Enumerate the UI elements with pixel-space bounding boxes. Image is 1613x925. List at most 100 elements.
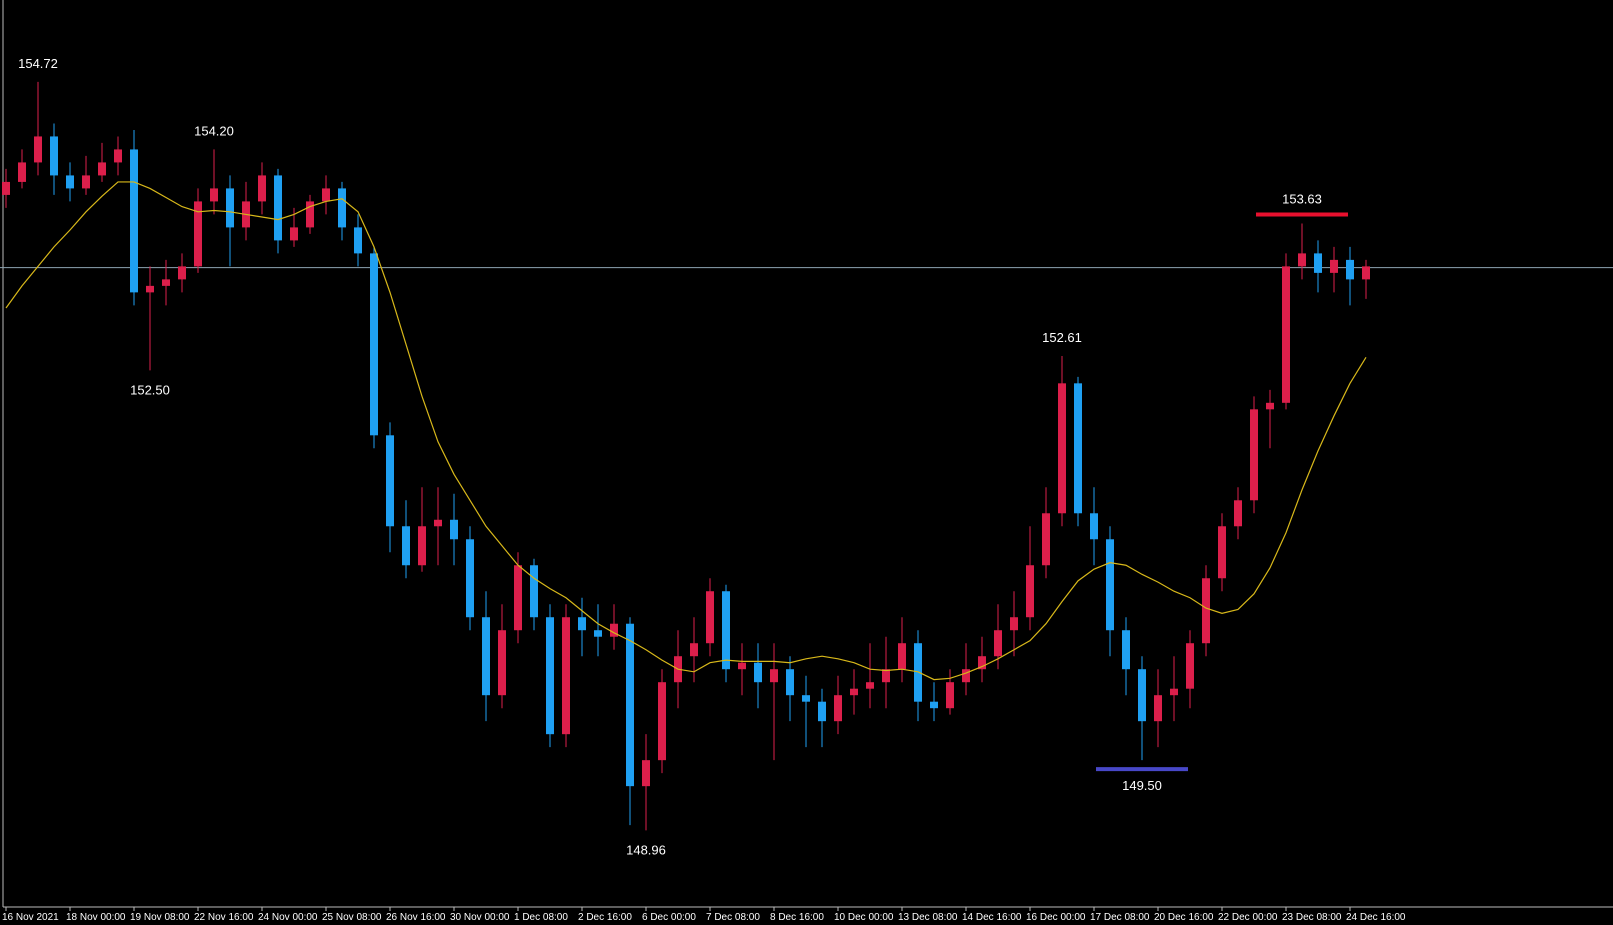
candle-body xyxy=(2,181,10,195)
candle-body xyxy=(818,701,826,722)
candle-body xyxy=(370,253,378,436)
x-tick-label: 19 Nov 08:00 xyxy=(130,912,190,923)
candle-body xyxy=(386,435,394,527)
candle-body xyxy=(530,565,538,618)
candle-body xyxy=(418,526,426,566)
candle-body xyxy=(738,662,746,670)
x-tick-label: 7 Dec 08:00 xyxy=(706,912,760,923)
candle-body xyxy=(194,201,202,267)
candle-body xyxy=(18,162,26,182)
candle-body xyxy=(66,175,74,189)
candle-body xyxy=(978,656,986,670)
x-tick-label: 24 Dec 16:00 xyxy=(1346,912,1406,923)
candle-body xyxy=(162,279,170,286)
candle-body xyxy=(722,591,730,670)
candle-body xyxy=(466,539,474,618)
x-tick-label: 16 Nov 2021 xyxy=(2,912,59,923)
x-tick-label: 25 Nov 08:00 xyxy=(322,912,382,923)
x-tick-label: 1 Dec 08:00 xyxy=(514,912,568,923)
candle-body xyxy=(882,669,890,683)
candle-body xyxy=(1250,409,1258,501)
candle-body xyxy=(594,630,602,637)
candle-body xyxy=(802,695,810,702)
price-annotation: 149.50 xyxy=(1122,778,1162,793)
candle-body xyxy=(322,188,330,202)
candle-body xyxy=(946,682,954,709)
candle-body xyxy=(130,149,138,293)
candle-body xyxy=(658,682,666,761)
candle-body xyxy=(210,188,218,202)
price-annotation: 154.72 xyxy=(18,56,58,71)
candle-body xyxy=(1314,253,1322,273)
candle-body xyxy=(1362,266,1370,280)
moving-average xyxy=(5,181,1367,681)
candle-body xyxy=(258,175,266,202)
candle-body xyxy=(930,701,938,709)
candle-body xyxy=(146,285,154,293)
x-tick-label: 13 Dec 08:00 xyxy=(898,912,958,923)
candle-body xyxy=(498,630,506,696)
x-tick-label: 20 Dec 16:00 xyxy=(1154,912,1214,923)
candle-body xyxy=(514,565,522,631)
x-tick-label: 18 Nov 00:00 xyxy=(66,912,126,923)
x-tick-label: 10 Dec 00:00 xyxy=(834,912,894,923)
candle-body xyxy=(1010,617,1018,631)
candle-body xyxy=(1186,643,1194,689)
candle-body xyxy=(402,526,410,566)
candle-body xyxy=(786,669,794,696)
candle-body xyxy=(306,201,314,228)
price-annotation: 154.20 xyxy=(194,123,234,138)
candle-body xyxy=(226,188,234,228)
price-annotation: 153.63 xyxy=(1282,192,1322,207)
candle-body xyxy=(450,519,458,540)
candle-body xyxy=(850,688,858,696)
candle-body xyxy=(994,630,1002,657)
candle-body xyxy=(1346,259,1354,280)
candle-body xyxy=(1298,253,1306,267)
candle-body xyxy=(98,162,106,176)
candle-body xyxy=(642,760,650,787)
candle-body xyxy=(770,669,778,683)
x-tick-label: 23 Dec 08:00 xyxy=(1282,912,1342,923)
candle-body xyxy=(482,617,490,696)
candle-body xyxy=(962,669,970,683)
x-tick-label: 6 Dec 00:00 xyxy=(642,912,696,923)
candle-body xyxy=(1234,500,1242,527)
candle-body xyxy=(834,695,842,722)
x-tick-label: 16 Dec 00:00 xyxy=(1026,912,1086,923)
candle-body xyxy=(1042,513,1050,566)
candle-body xyxy=(706,591,714,644)
x-tick-label: 2 Dec 16:00 xyxy=(578,912,632,923)
candle-body xyxy=(1026,565,1034,618)
candle-body xyxy=(1074,383,1082,514)
candle-body xyxy=(1058,383,1066,514)
price-annotation: 152.50 xyxy=(130,382,170,397)
candle-body xyxy=(354,227,362,254)
x-tick-label: 8 Dec 16:00 xyxy=(770,912,824,923)
candle-body xyxy=(562,617,570,735)
candle-body xyxy=(1170,688,1178,696)
x-tick-label: 22 Nov 16:00 xyxy=(194,912,254,923)
candle-body xyxy=(1138,669,1146,722)
candle-body xyxy=(1202,578,1210,644)
candle-body xyxy=(434,519,442,527)
candle-body xyxy=(1154,695,1162,722)
price-annotation: 152.61 xyxy=(1042,330,1082,345)
candle-body xyxy=(1218,526,1226,579)
candle-body xyxy=(1106,539,1114,631)
candle-body xyxy=(1266,402,1274,410)
candle-body xyxy=(626,623,634,787)
candle-body xyxy=(1282,266,1290,403)
candle-body xyxy=(1330,259,1338,273)
candle-body xyxy=(338,188,346,228)
candle-body xyxy=(866,682,874,689)
candle-body xyxy=(178,266,186,280)
candle-body xyxy=(1090,513,1098,540)
candle-body xyxy=(546,617,554,735)
x-tick-label: 30 Nov 00:00 xyxy=(450,912,510,923)
candle-body xyxy=(82,175,90,189)
x-tick-label: 26 Nov 16:00 xyxy=(386,912,446,923)
